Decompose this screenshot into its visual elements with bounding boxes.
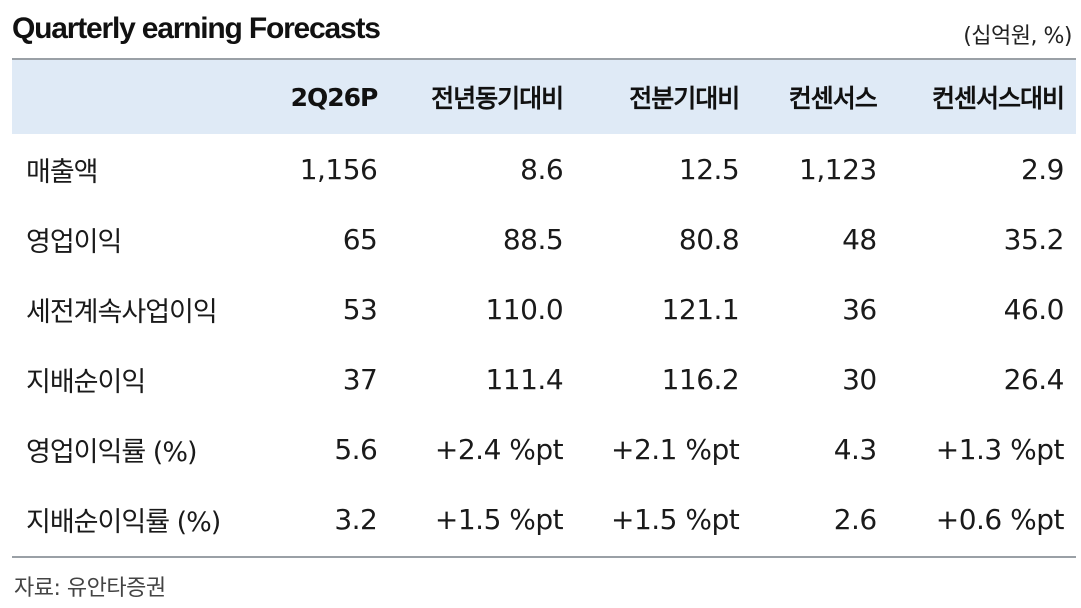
header-cell-consensus: 컨센서스 bbox=[788, 84, 878, 113]
page-title: Quarterly earning Forecasts bbox=[12, 12, 381, 45]
header-cell-yoy: 전년동기대비 bbox=[431, 84, 564, 113]
table-cell: 46.0 bbox=[1003, 292, 1065, 326]
table-cell: 110.0 bbox=[485, 292, 564, 326]
table-cell: 121.1 bbox=[661, 292, 740, 326]
table-cell: +1.5 %pt bbox=[611, 502, 740, 536]
table-cell: +1.5 %pt bbox=[434, 502, 564, 536]
row-label: 매출액 bbox=[26, 156, 99, 188]
table-cell: 30 bbox=[842, 362, 877, 396]
table-cell: 48 bbox=[842, 222, 877, 256]
row-label: 영업이익 bbox=[26, 226, 122, 258]
table-cell: 65 bbox=[342, 222, 378, 256]
table-cell: 2.6 bbox=[833, 502, 878, 536]
unit-label: (십억원, %) bbox=[963, 24, 1072, 49]
table-cell: 36 bbox=[842, 292, 877, 326]
top-divider bbox=[12, 58, 1076, 60]
table-cell: 5.6 bbox=[334, 432, 378, 466]
table-row: 지배순이익 37 111.4 116.2 30 26.4 bbox=[12, 344, 1076, 414]
table-row: 영업이익률 (%) 5.6 +2.4 %pt +2.1 %pt 4.3 +1.3… bbox=[12, 414, 1076, 484]
table-row: 지배순이익률 (%) 3.2 +1.5 %pt +1.5 %pt 2.6 +0.… bbox=[12, 484, 1076, 554]
header-cell-qoq: 전분기대비 bbox=[629, 84, 740, 113]
table-cell: +1.3 %pt bbox=[935, 432, 1065, 466]
title-row: Quarterly earning Forecasts (십억원, %) bbox=[12, 10, 1072, 54]
bottom-divider bbox=[12, 556, 1076, 558]
header-cell-vs-consensus: 컨센서스대비 bbox=[931, 84, 1065, 113]
table-cell: 116.2 bbox=[661, 362, 740, 396]
table-cell: 8.6 bbox=[520, 152, 564, 186]
row-label: 지배순이익 bbox=[26, 366, 146, 398]
table-row: 매출액 1,156 8.6 12.5 1,123 2.9 bbox=[12, 134, 1076, 204]
table-cell: 2.9 bbox=[1020, 152, 1065, 186]
forecast-table: 2Q26P 전년동기대비 전분기대비 컨센서스 컨센서스대비 매출액 1,156… bbox=[12, 60, 1076, 554]
table-cell: 111.4 bbox=[485, 362, 564, 396]
table-cell: 1,123 bbox=[799, 152, 877, 186]
table-cell: 88.5 bbox=[502, 222, 564, 256]
header-cell-2q26p: 2Q26P bbox=[290, 82, 379, 112]
row-label: 세전계속사업이익 bbox=[26, 296, 218, 328]
table-cell: 53 bbox=[342, 292, 378, 326]
row-label: 영업이익률 (%) bbox=[26, 436, 198, 468]
table-header: 2Q26P 전년동기대비 전분기대비 컨센서스 컨센서스대비 bbox=[12, 60, 1076, 134]
table-cell: +2.4 %pt bbox=[434, 432, 564, 466]
table-row: 영업이익 65 88.5 80.8 48 35.2 bbox=[12, 204, 1076, 274]
table-body: 매출액 1,156 8.6 12.5 1,123 2.9 영업이익 65 88.… bbox=[12, 134, 1076, 554]
table-cell: +0.6 %pt bbox=[935, 502, 1065, 536]
table-cell: 1,156 bbox=[299, 152, 378, 186]
header-row: 2Q26P 전년동기대비 전분기대비 컨센서스 컨센서스대비 bbox=[12, 60, 1076, 134]
table-cell: 12.5 bbox=[678, 152, 740, 186]
table-cell: 3.2 bbox=[334, 502, 378, 536]
header-cell-label bbox=[12, 60, 259, 134]
table-cell: 35.2 bbox=[1003, 222, 1065, 256]
table-cell: 80.8 bbox=[678, 222, 740, 256]
table-cell: 26.4 bbox=[1003, 362, 1065, 396]
table-row: 세전계속사업이익 53 110.0 121.1 36 46.0 bbox=[12, 274, 1076, 344]
table-cell: 37 bbox=[342, 362, 378, 396]
table-cell: 4.3 bbox=[833, 432, 878, 466]
row-label: 지배순이익률 (%) bbox=[26, 506, 221, 538]
table-cell: +2.1 %pt bbox=[611, 432, 740, 466]
source-note: 자료: 유안타증권 bbox=[14, 576, 166, 601]
